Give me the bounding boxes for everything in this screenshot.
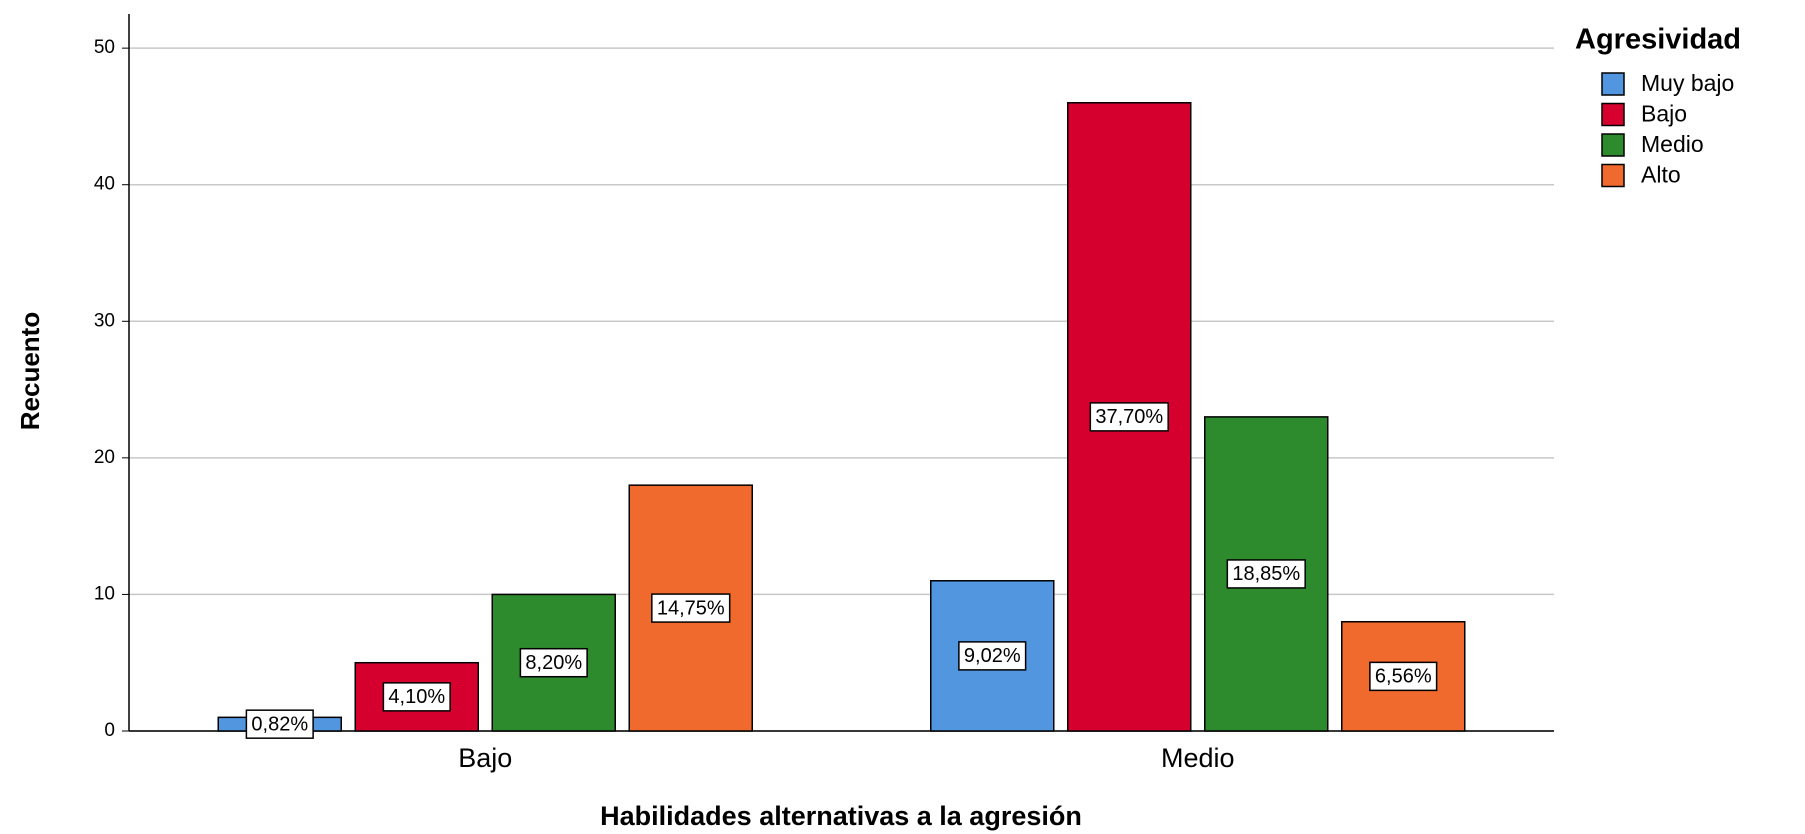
- value-label: 8,20%: [525, 652, 582, 674]
- value-label: 6,56%: [1375, 666, 1432, 688]
- y-tick-label: 40: [94, 174, 115, 195]
- legend-label: Bajo: [1641, 101, 1687, 127]
- y-axis-label: Recuento: [15, 312, 45, 430]
- legend-swatch: [1601, 163, 1625, 188]
- value-label-box: [1089, 402, 1169, 432]
- value-label-box: [1226, 559, 1306, 589]
- y-tick-label: 0: [104, 720, 115, 741]
- y-tick-label: 50: [94, 37, 115, 58]
- y-tick-label: 20: [94, 447, 115, 468]
- value-label-box: [245, 709, 314, 739]
- legend-swatch: [1601, 133, 1625, 157]
- value-label: 9,02%: [964, 645, 1021, 667]
- legend-swatch: [1601, 102, 1625, 127]
- legend-label: Muy bajo: [1641, 70, 1734, 96]
- y-tick-label: 10: [94, 583, 115, 604]
- y-tick-label: 30: [94, 310, 115, 331]
- value-label-box: [382, 682, 451, 712]
- legend-label: Alto: [1641, 162, 1681, 188]
- value-label-box: [651, 593, 731, 623]
- value-label-box: [519, 647, 588, 678]
- value-label-box: [958, 641, 1027, 671]
- value-label: 4,10%: [388, 686, 445, 708]
- x-tick-label: Bajo: [458, 743, 512, 773]
- value-label: 18,85%: [1232, 563, 1300, 585]
- x-axis-label: Habilidades alternativas a la agresión: [600, 801, 1082, 831]
- legend-title: Agresividad: [1575, 24, 1741, 56]
- value-label: 37,70%: [1095, 406, 1163, 428]
- value-label-box: [1369, 661, 1438, 692]
- legend-swatch: [1601, 72, 1625, 96]
- value-label: 14,75%: [657, 597, 725, 619]
- x-tick-label: Medio: [1161, 743, 1235, 773]
- legend-label: Medio: [1641, 131, 1704, 157]
- value-label: 0,82%: [251, 713, 308, 735]
